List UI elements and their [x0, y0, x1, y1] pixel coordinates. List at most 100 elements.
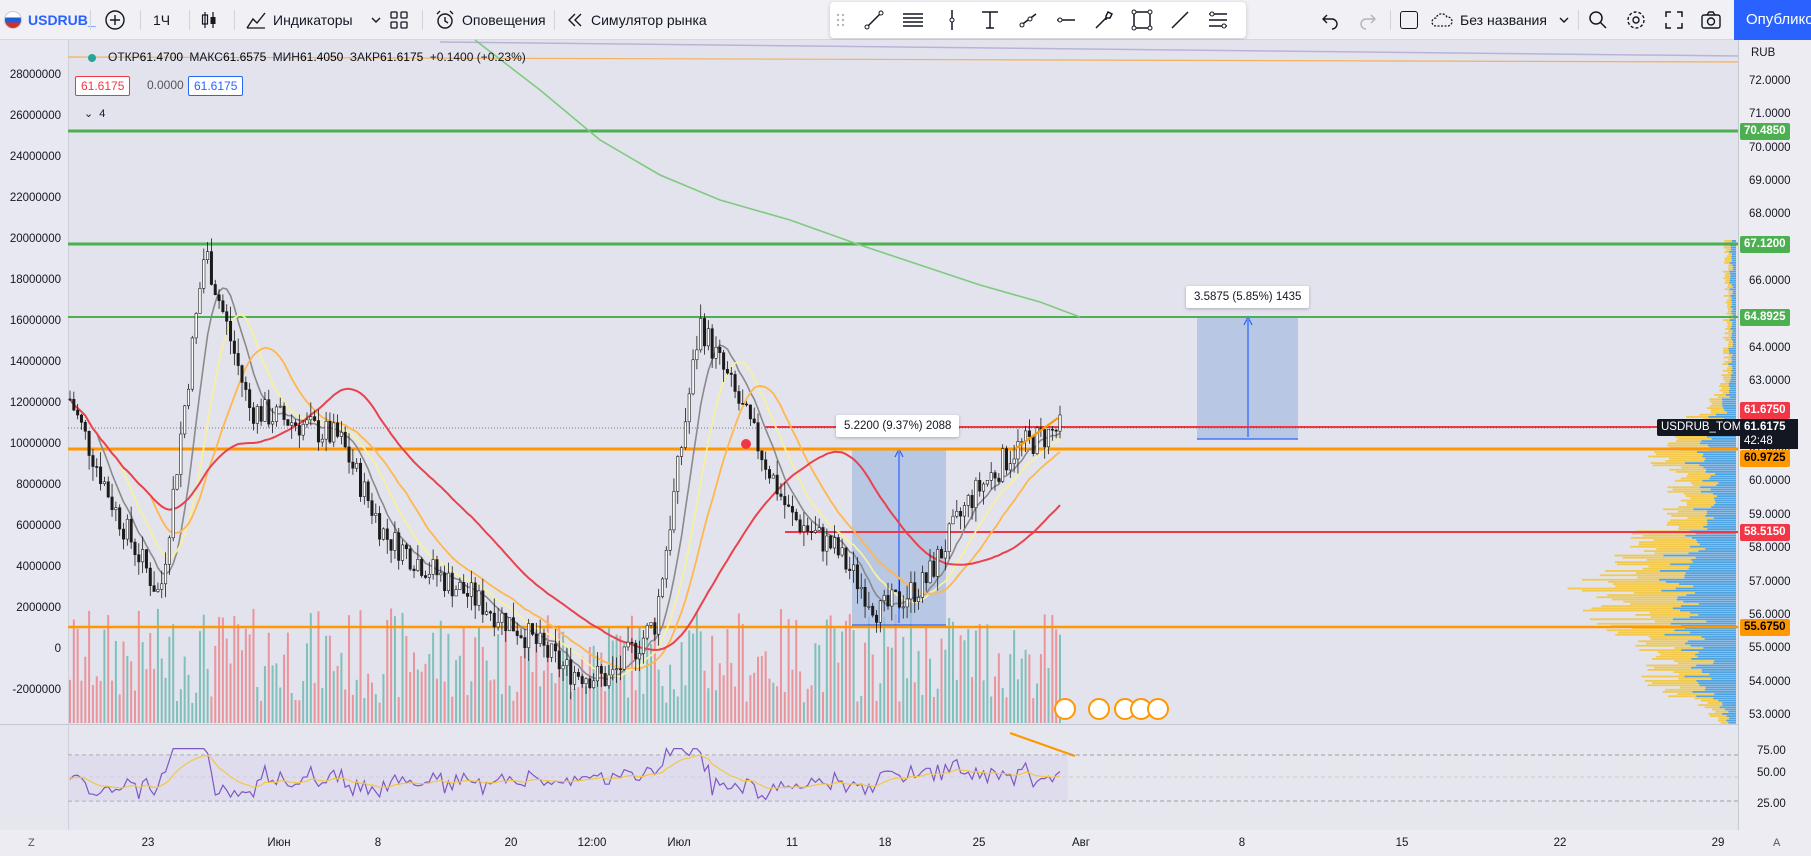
profile-bar	[1706, 512, 1736, 515]
candle-body	[970, 495, 974, 509]
chevron-down-icon: ⌄	[84, 108, 94, 120]
rectangle-icon[interactable]	[1130, 8, 1154, 32]
interval-button[interactable]: 1Ч	[153, 0, 170, 40]
volume-bar	[294, 699, 297, 723]
divider	[90, 10, 91, 30]
profile-bar	[1728, 314, 1734, 317]
layout-button[interactable]: Без названия	[1400, 0, 1571, 40]
volume-bar	[179, 689, 182, 723]
profile-bar	[1723, 407, 1736, 409]
profile-bar	[1688, 552, 1736, 555]
horizontal-lines-icon[interactable]	[901, 8, 925, 32]
time-tick: 8	[374, 837, 382, 849]
profile-bar	[1612, 583, 1680, 585]
volume-bar	[428, 653, 431, 723]
trend-line[interactable]	[1009, 731, 1076, 758]
price-tick: 69.0000	[1749, 175, 1791, 188]
line-segment-icon[interactable]	[1168, 8, 1192, 32]
candle-body	[741, 403, 745, 405]
time-tick: 15	[1395, 837, 1409, 849]
drag-handle-icon[interactable]	[836, 13, 846, 27]
autoscale-toggle[interactable]: A	[1773, 837, 1781, 849]
candle-body	[913, 582, 917, 602]
profile-bar	[1720, 721, 1729, 724]
profile-bar	[1701, 671, 1736, 673]
candle-body	[599, 665, 603, 674]
long-position-icon[interactable]	[1206, 8, 1230, 32]
snapshot-button[interactable]	[1700, 0, 1722, 40]
volume-bar	[688, 630, 691, 723]
text-tool-icon[interactable]	[978, 8, 1002, 32]
candle-body	[649, 622, 653, 626]
profile-bar	[1669, 468, 1707, 471]
profile-bar	[1730, 295, 1736, 297]
undo-button[interactable]	[1320, 0, 1340, 40]
profile-bar	[1730, 306, 1736, 308]
timezone-toggle[interactable]: Z	[28, 837, 35, 849]
volume-bar	[1020, 658, 1023, 723]
ray-icon[interactable]	[1016, 8, 1040, 32]
candle-body	[431, 559, 435, 575]
settings-button[interactable]	[1625, 0, 1647, 40]
profile-bar	[1650, 616, 1690, 618]
us-flag-icon[interactable]	[1147, 698, 1169, 720]
profile-bar	[1622, 556, 1696, 559]
profile-bar	[1644, 680, 1697, 682]
candle-body	[917, 597, 921, 602]
horizontal-ray-icon[interactable]	[1054, 8, 1078, 32]
profile-bar	[1607, 594, 1687, 596]
profile-bar	[1673, 671, 1702, 673]
us-flag-icon[interactable]	[1054, 698, 1076, 720]
fullscreen-button[interactable]	[1664, 0, 1684, 40]
publish-button[interactable]: Опубликовать	[1734, 0, 1811, 40]
profile-bar	[1663, 554, 1736, 557]
profile-bar	[1721, 374, 1731, 376]
profile-bar	[1698, 682, 1736, 684]
symbol-search-button[interactable]: USDRUB_	[4, 0, 96, 40]
indicators-collapse-toggle[interactable]: ⌄ 4	[84, 107, 105, 120]
profile-bar	[1691, 537, 1736, 539]
alerts-button[interactable]: Оповещения	[434, 0, 546, 40]
trend-line-icon[interactable]	[862, 8, 886, 32]
templates-button[interactable]	[389, 0, 409, 40]
candle-body	[940, 549, 944, 559]
candle-body	[160, 583, 164, 590]
candle-body	[993, 472, 997, 479]
search-button[interactable]	[1587, 0, 1609, 40]
profile-bar	[1731, 248, 1736, 251]
volume-bar	[462, 628, 465, 723]
buy-price[interactable]: 61.6175	[188, 76, 244, 96]
candle-body	[91, 455, 95, 467]
indicators-button[interactable]: Индикаторы	[245, 0, 383, 40]
volume-bar	[114, 640, 117, 723]
profile-bar	[1707, 528, 1736, 530]
profile-bar	[1696, 664, 1736, 667]
candle-body	[523, 637, 527, 649]
brush-icon[interactable]	[1092, 8, 1116, 32]
redo-button[interactable]	[1358, 0, 1378, 40]
profile-bar	[1729, 288, 1736, 291]
level-tag: 67.1200	[1740, 236, 1790, 253]
profile-bar	[1698, 651, 1736, 654]
replay-button[interactable]: Симулятор рынка	[565, 0, 707, 40]
candle-body	[282, 405, 286, 420]
compare-add-button[interactable]	[104, 0, 126, 40]
currency-label[interactable]: RUB	[1751, 47, 1776, 59]
us-flag-icon[interactable]	[1088, 698, 1110, 720]
volume-bar	[69, 679, 71, 723]
volume-bar	[302, 680, 305, 723]
candle-body	[183, 405, 187, 435]
profile-bar	[1614, 561, 1693, 563]
vertical-line-icon[interactable]	[940, 8, 964, 32]
trend-line[interactable]	[1014, 417, 1059, 450]
chart-type-button[interactable]	[199, 0, 219, 40]
sell-price[interactable]: 61.6175	[75, 76, 131, 96]
time-tick: 18	[878, 837, 892, 849]
candle-body	[775, 474, 779, 495]
volume-bar	[718, 663, 721, 723]
economic-events[interactable]	[1054, 698, 1169, 720]
profile-bar	[1675, 471, 1706, 473]
signal-marker[interactable]	[741, 439, 751, 449]
